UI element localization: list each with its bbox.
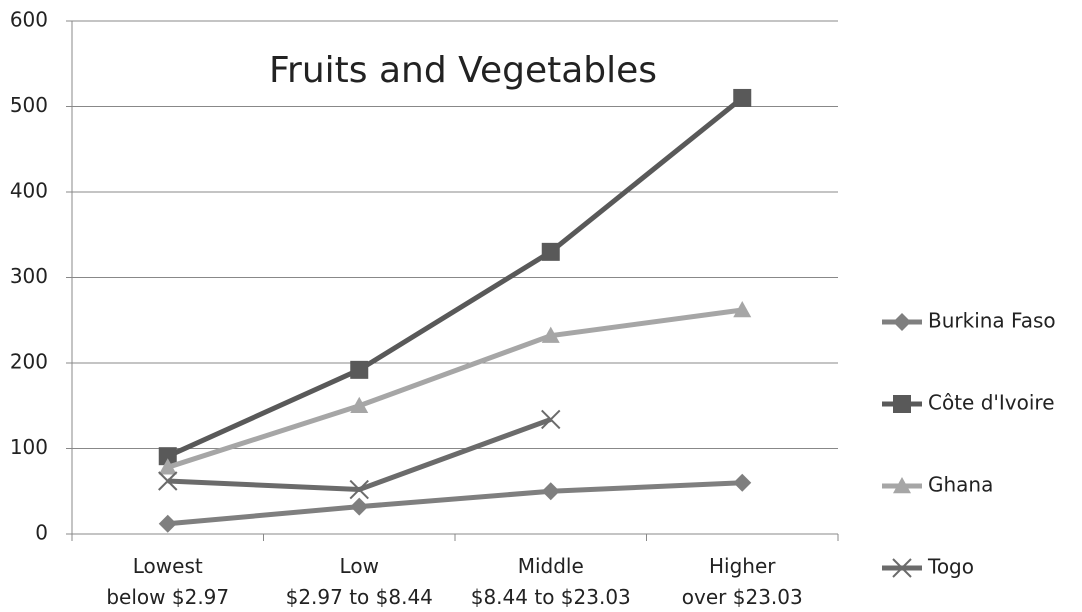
marker (541, 242, 560, 261)
chart-title: Fruits and Vegetables (269, 50, 657, 91)
marker (349, 479, 369, 500)
marker (893, 313, 911, 331)
marker (733, 88, 752, 107)
x-tick-label: Lowest below $2.97 (106, 554, 229, 609)
legend-label: Ghana (928, 473, 993, 497)
series-line (166, 96, 744, 459)
marker (158, 514, 177, 533)
y-tick-label: 600 (10, 8, 48, 32)
legend-label: Burkina Faso (928, 309, 1056, 333)
marker (350, 497, 369, 516)
x-tick-label: Higher over $23.03 (682, 554, 803, 609)
y-tick-label: 400 (10, 179, 48, 203)
legend-label: Togo (927, 555, 974, 579)
legend-label: Côte d'Ivoire (928, 391, 1055, 415)
marker (892, 558, 912, 578)
marker (733, 300, 752, 318)
marker (893, 395, 911, 413)
marker (541, 482, 560, 501)
y-tick-label: 500 (10, 93, 48, 117)
series-line (167, 480, 743, 527)
y-tick-label: 300 (10, 264, 48, 288)
marker (350, 396, 369, 413)
y-tick-label: 100 (10, 435, 48, 459)
series-line (166, 307, 743, 470)
marker (893, 477, 911, 494)
y-tick-label: 200 (10, 350, 48, 374)
marker (158, 447, 177, 466)
marker (158, 471, 178, 491)
marker (733, 473, 752, 492)
marker (541, 409, 561, 430)
x-tick-label: Low $2.97 to $8.44 (286, 554, 433, 609)
marker (541, 326, 560, 343)
x-tick-label: Middle $8.44 to $23.03 (471, 554, 631, 609)
y-tick-label: 0 (35, 521, 48, 545)
marker (350, 360, 369, 379)
marker (158, 458, 177, 475)
